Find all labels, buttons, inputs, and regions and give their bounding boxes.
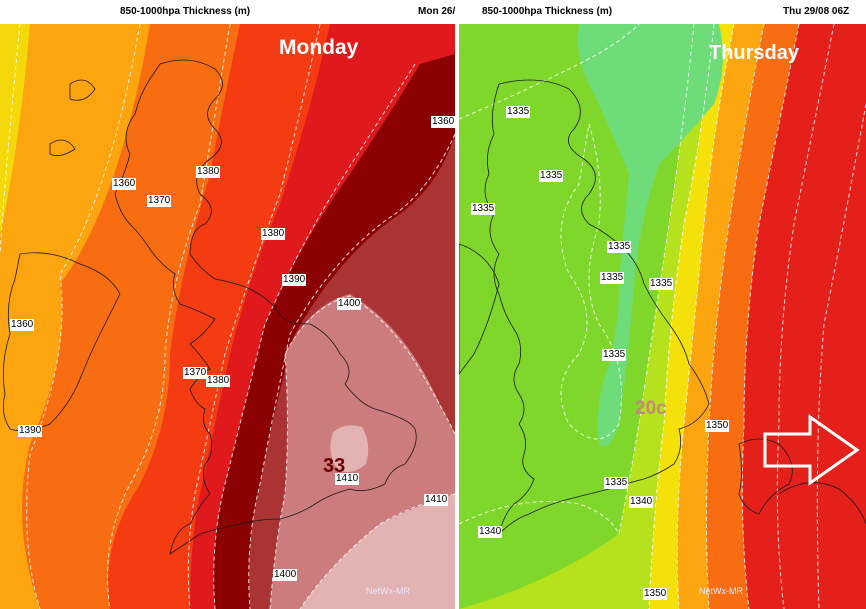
right-arrow-icon <box>763 414 860 486</box>
credit-label: NetWx-MR <box>699 586 743 596</box>
field-band-lightpink <box>300 494 455 609</box>
contour-label: 1360 <box>10 319 35 331</box>
contour-label: 1335 <box>600 272 625 284</box>
thickness-field <box>0 24 455 609</box>
contour-label: 1335 <box>602 349 627 361</box>
contour-label: 1350 <box>643 588 668 600</box>
day-label: Thursday <box>709 42 800 64</box>
monday-map-panel: 850-1000hpa Thickness (m) Mon 26/ <box>0 0 455 609</box>
contour-label: 1370 <box>183 367 208 379</box>
contour-label: 1360 <box>431 116 455 128</box>
coastline-outline <box>2 59 417 555</box>
contour-label: 1390 <box>18 425 43 437</box>
contour-label: 1360 <box>112 178 137 190</box>
field-band-teal <box>577 24 723 447</box>
contour-label: 1380 <box>206 375 231 387</box>
contour-label: 1335 <box>604 477 629 489</box>
contour-label: 1340 <box>478 526 503 538</box>
temperature-label: 33 <box>323 455 346 477</box>
coastline-outline <box>459 79 866 536</box>
map-date: Thu 29/08 06Z <box>783 6 850 17</box>
contour-label: 1335 <box>607 241 632 253</box>
contour-label: 1335 <box>649 278 674 290</box>
contour-label: 1370 <box>147 195 172 207</box>
thursday-map-panel: 850-1000hpa Thickness (m) Thu 29/08 06Z <box>459 0 866 609</box>
contour-label: 1380 <box>196 166 221 178</box>
contour-label: 1335 <box>539 170 564 182</box>
contour-label: 1400 <box>337 298 362 310</box>
contour-label: 1390 <box>282 274 307 286</box>
contour-label: 1410 <box>424 494 449 506</box>
contour-label: 1400 <box>273 569 298 581</box>
isotherm-contours <box>459 24 866 609</box>
contour-label: 1380 <box>261 228 286 240</box>
contour-label: 1340 <box>629 496 654 508</box>
map-header: 850-1000hpa Thickness (m) Thu 29/08 06Z <box>459 0 866 24</box>
map-title: 850-1000hpa Thickness (m) <box>120 6 251 17</box>
map-header: 850-1000hpa Thickness (m) Mon 26/ <box>0 0 455 24</box>
temperature-label: 20c <box>635 398 667 419</box>
contour-label: 1410 <box>335 473 360 485</box>
warm-core <box>330 425 369 472</box>
contour-label: 1335 <box>471 203 496 215</box>
day-label: Monday <box>279 36 359 59</box>
map-title: 850-1000hpa Thickness (m) <box>482 6 613 17</box>
thickness-map <box>0 24 455 609</box>
credit-label: NetWx-MR <box>366 586 410 596</box>
panel-divider <box>455 0 459 609</box>
isotherm-contours <box>0 24 455 609</box>
contour-label: 1335 <box>506 106 531 118</box>
contour-label: 1350 <box>705 420 730 432</box>
map-date: Mon 26/ <box>418 6 455 17</box>
